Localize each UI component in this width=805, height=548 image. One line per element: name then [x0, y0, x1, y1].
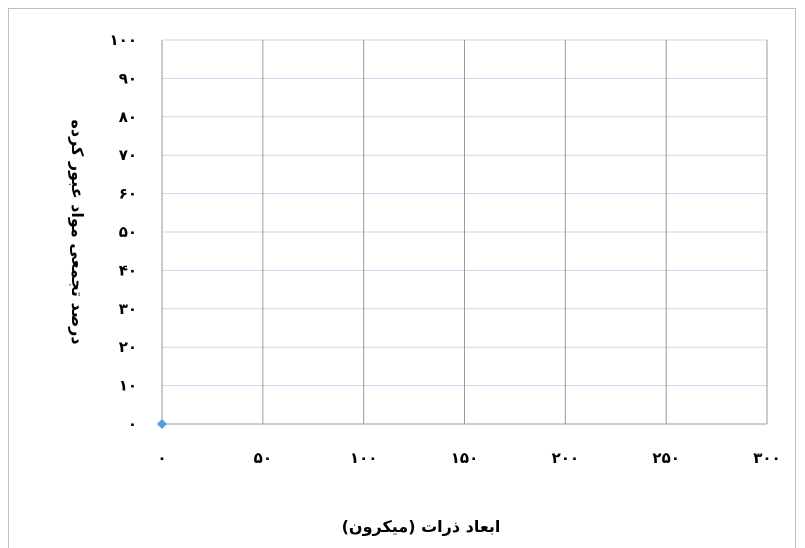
x-tick-label: ۱۰۰ [350, 449, 377, 467]
y-tick-label: ۶۰ [119, 185, 137, 203]
y-axis-title: درصد تجمعی مواد عبور کرده [68, 119, 87, 344]
x-tick-label: ۵۰ [254, 449, 272, 467]
chart-frame [8, 8, 796, 548]
x-tick-labels: ۰ ۵۰ ۱۰۰ ۱۵۰ ۲۰۰ ۲۵۰ ۳۰۰ [157, 449, 780, 467]
x-tick-label: ۳۰۰ [753, 449, 780, 467]
y-tick-label: ۳۰ [119, 300, 137, 318]
y-tick-label: ۹۰ [119, 69, 137, 87]
y-tick-label: ۱۰ [119, 377, 137, 395]
y-tick-label: ۲۰ [119, 338, 137, 356]
y-tick-label: ۴۰ [119, 261, 137, 279]
x-axis-title: ابعاد ذرات (میکرون) [342, 517, 501, 536]
y-tick-label: ۵۰ [119, 223, 137, 241]
y-tick-label: ۷۰ [119, 146, 137, 164]
y-tick-label: ۱۰۰ [110, 31, 137, 49]
x-tick-label: ۱۵۰ [451, 449, 478, 467]
y-tick-labels: ۰ ۱۰ ۲۰ ۳۰ ۴۰ ۵۰ ۶۰ ۷۰ ۸۰ ۹۰ ۱۰۰ [110, 31, 137, 433]
x-tick-label: ۰ [157, 449, 166, 467]
x-tick-label: ۲۵۰ [652, 449, 679, 467]
data-point [157, 419, 167, 429]
y-tick-label: ۸۰ [119, 108, 137, 126]
data-points [157, 419, 167, 429]
vertical-gridlines [262, 40, 768, 424]
y-tick-label: ۰ [128, 415, 137, 433]
x-tick-label: ۲۰۰ [552, 449, 579, 467]
axes [161, 40, 767, 425]
